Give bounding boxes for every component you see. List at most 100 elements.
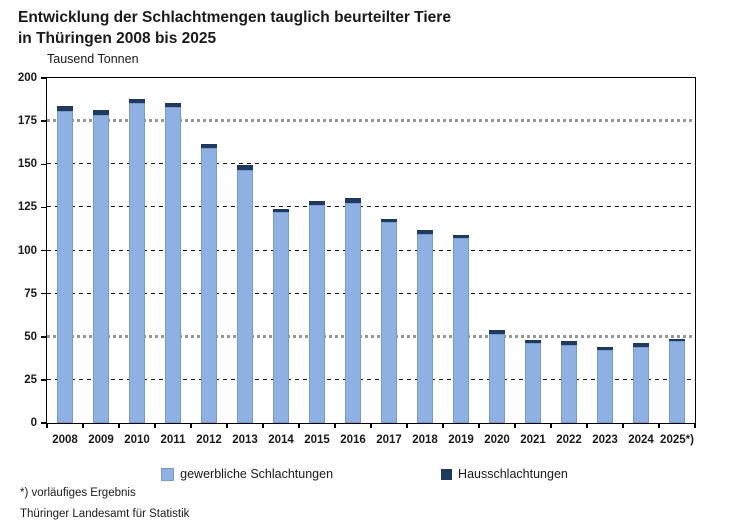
- bar-2012-haus: [200, 143, 217, 149]
- x-axis-tick: [82, 423, 84, 428]
- y-axis-label-175: 175: [17, 115, 37, 128]
- x-axis-label-2008: 2008: [52, 434, 78, 446]
- chart-title-line1: Entwicklung der Schlachtmengen tauglich …: [18, 9, 451, 26]
- y-axis-tick: [41, 120, 47, 122]
- legend: gewerbliche Schlachtungen Hausschlachtun…: [0, 467, 729, 481]
- x-axis-tick: [298, 423, 300, 428]
- bar-2018-gewerblich: [416, 233, 433, 423]
- x-axis-label-2015: 2015: [304, 434, 330, 446]
- x-axis-label-2018: 2018: [412, 434, 438, 446]
- bar-2019-gewerblich: [452, 237, 469, 423]
- x-axis-tick: [442, 423, 444, 428]
- y-axis-label-150: 150: [17, 158, 37, 171]
- x-axis-label-2023: 2023: [592, 434, 618, 446]
- x-axis-tick: [262, 423, 264, 428]
- bar-2022-gewerblich: [560, 344, 577, 423]
- bar-2014-haus: [272, 208, 289, 213]
- x-axis-tick: [658, 423, 660, 428]
- bar-2018-haus: [416, 230, 433, 234]
- y-axis-tick: [41, 422, 47, 424]
- gridline-150: [46, 163, 695, 165]
- y-axis-tick: [41, 249, 47, 252]
- x-axis-label-2025: 2025*): [660, 434, 694, 446]
- bar-2021-haus: [524, 339, 541, 344]
- x-axis-label-2021: 2021: [520, 434, 546, 446]
- bar-2008-gewerblich: [56, 111, 73, 423]
- footnote: *) vorläufiges Ergebnis: [20, 487, 136, 499]
- bar-2013-haus: [236, 165, 253, 170]
- gridline-major-175: [46, 119, 695, 123]
- bar-2010-gewerblich: [128, 103, 145, 423]
- x-axis-tick: [694, 423, 696, 428]
- x-axis-label-2012: 2012: [196, 434, 222, 446]
- x-axis-tick: [118, 423, 120, 428]
- bar-2010-haus: [128, 99, 145, 104]
- legend-label-gewerbliche: gewerbliche Schlachtungen: [180, 467, 334, 481]
- bar-2022-haus: [560, 341, 577, 345]
- bar-2024-haus: [632, 343, 649, 347]
- y-axis-label-25: 25: [24, 373, 37, 386]
- legend-item-gewerbliche: gewerbliche Schlachtungen: [161, 467, 333, 481]
- bar-2017-haus: [380, 218, 397, 223]
- gridline-25: [46, 378, 695, 380]
- gridline-125: [46, 206, 695, 208]
- x-axis-label-2013: 2013: [232, 434, 258, 446]
- x-axis-label-2019: 2019: [448, 434, 474, 446]
- x-axis-tick: [154, 423, 156, 428]
- legend-item-hausschlachtungen: Hausschlachtungen: [441, 467, 568, 481]
- x-axis-tick: [46, 423, 48, 428]
- bar-2008-haus: [56, 105, 73, 112]
- gridline-major-50: [46, 334, 695, 338]
- chart-title: Entwicklung der Schlachtmengen tauglich …: [18, 7, 451, 49]
- bar-2021-gewerblich: [524, 343, 541, 423]
- legend-label-hausschlachtungen: Hausschlachtungen: [458, 467, 568, 481]
- bar-2023-haus: [596, 346, 613, 351]
- x-axis-tick: [190, 423, 192, 428]
- gridline-75: [46, 292, 695, 294]
- gridline-100: [46, 249, 695, 251]
- x-axis-tick: [406, 423, 408, 428]
- y-axis-label-200: 200: [17, 72, 37, 84]
- source: Thüringer Landesamt für Statistik: [20, 508, 190, 520]
- y-axis-label-75: 75: [24, 287, 37, 300]
- bar-2014-gewerblich: [272, 212, 289, 423]
- x-axis-tick: [550, 423, 552, 428]
- y-axis-label-0: 0: [30, 417, 37, 429]
- y-axis-label-50: 50: [24, 330, 37, 343]
- bar-2024-gewerblich: [632, 346, 649, 423]
- bar-2013-gewerblich: [236, 169, 253, 423]
- y-axis-tick: [41, 163, 47, 165]
- bar-2015-gewerblich: [308, 205, 325, 423]
- x-axis-label-2020: 2020: [484, 434, 510, 446]
- bar-2016-haus: [344, 198, 361, 203]
- x-axis-tick: [478, 423, 480, 428]
- x-axis-tick: [370, 423, 372, 428]
- chart-title-line2: in Thüringen 2008 bis 2025: [18, 30, 217, 47]
- x-axis-tick: [514, 423, 516, 428]
- bar-2009-gewerblich: [92, 114, 109, 423]
- x-axis-label-2014: 2014: [268, 434, 294, 446]
- x-axis-label-2016: 2016: [340, 434, 366, 446]
- x-axis-tick: [226, 423, 228, 428]
- legend-swatch-hausschlachtungen: [441, 468, 453, 480]
- bar-2020-haus: [488, 330, 505, 334]
- bar-2025-haus: [668, 338, 685, 342]
- x-axis-tick: [586, 423, 588, 428]
- bar-2011-gewerblich: [164, 106, 181, 423]
- x-axis-label-2022: 2022: [556, 434, 582, 446]
- bar-2015-haus: [308, 200, 325, 206]
- legend-swatch-gewerbliche: [161, 467, 175, 481]
- bar-2016-gewerblich: [344, 202, 361, 423]
- bar-2009-haus: [92, 110, 109, 115]
- y-axis-tick: [41, 77, 47, 79]
- y-axis-tick: [41, 206, 47, 209]
- bar-2020-gewerblich: [488, 333, 505, 423]
- x-axis-label-2009: 2009: [88, 434, 114, 446]
- x-axis-label-2010: 2010: [124, 434, 150, 446]
- bar-2019-haus: [452, 234, 469, 238]
- bar-2011-haus: [164, 102, 181, 107]
- x-axis-tick: [622, 423, 624, 428]
- y-axis-label-100: 100: [17, 244, 37, 257]
- bar-2025-gewerblich: [668, 341, 685, 423]
- bar-2017-gewerblich: [380, 222, 397, 423]
